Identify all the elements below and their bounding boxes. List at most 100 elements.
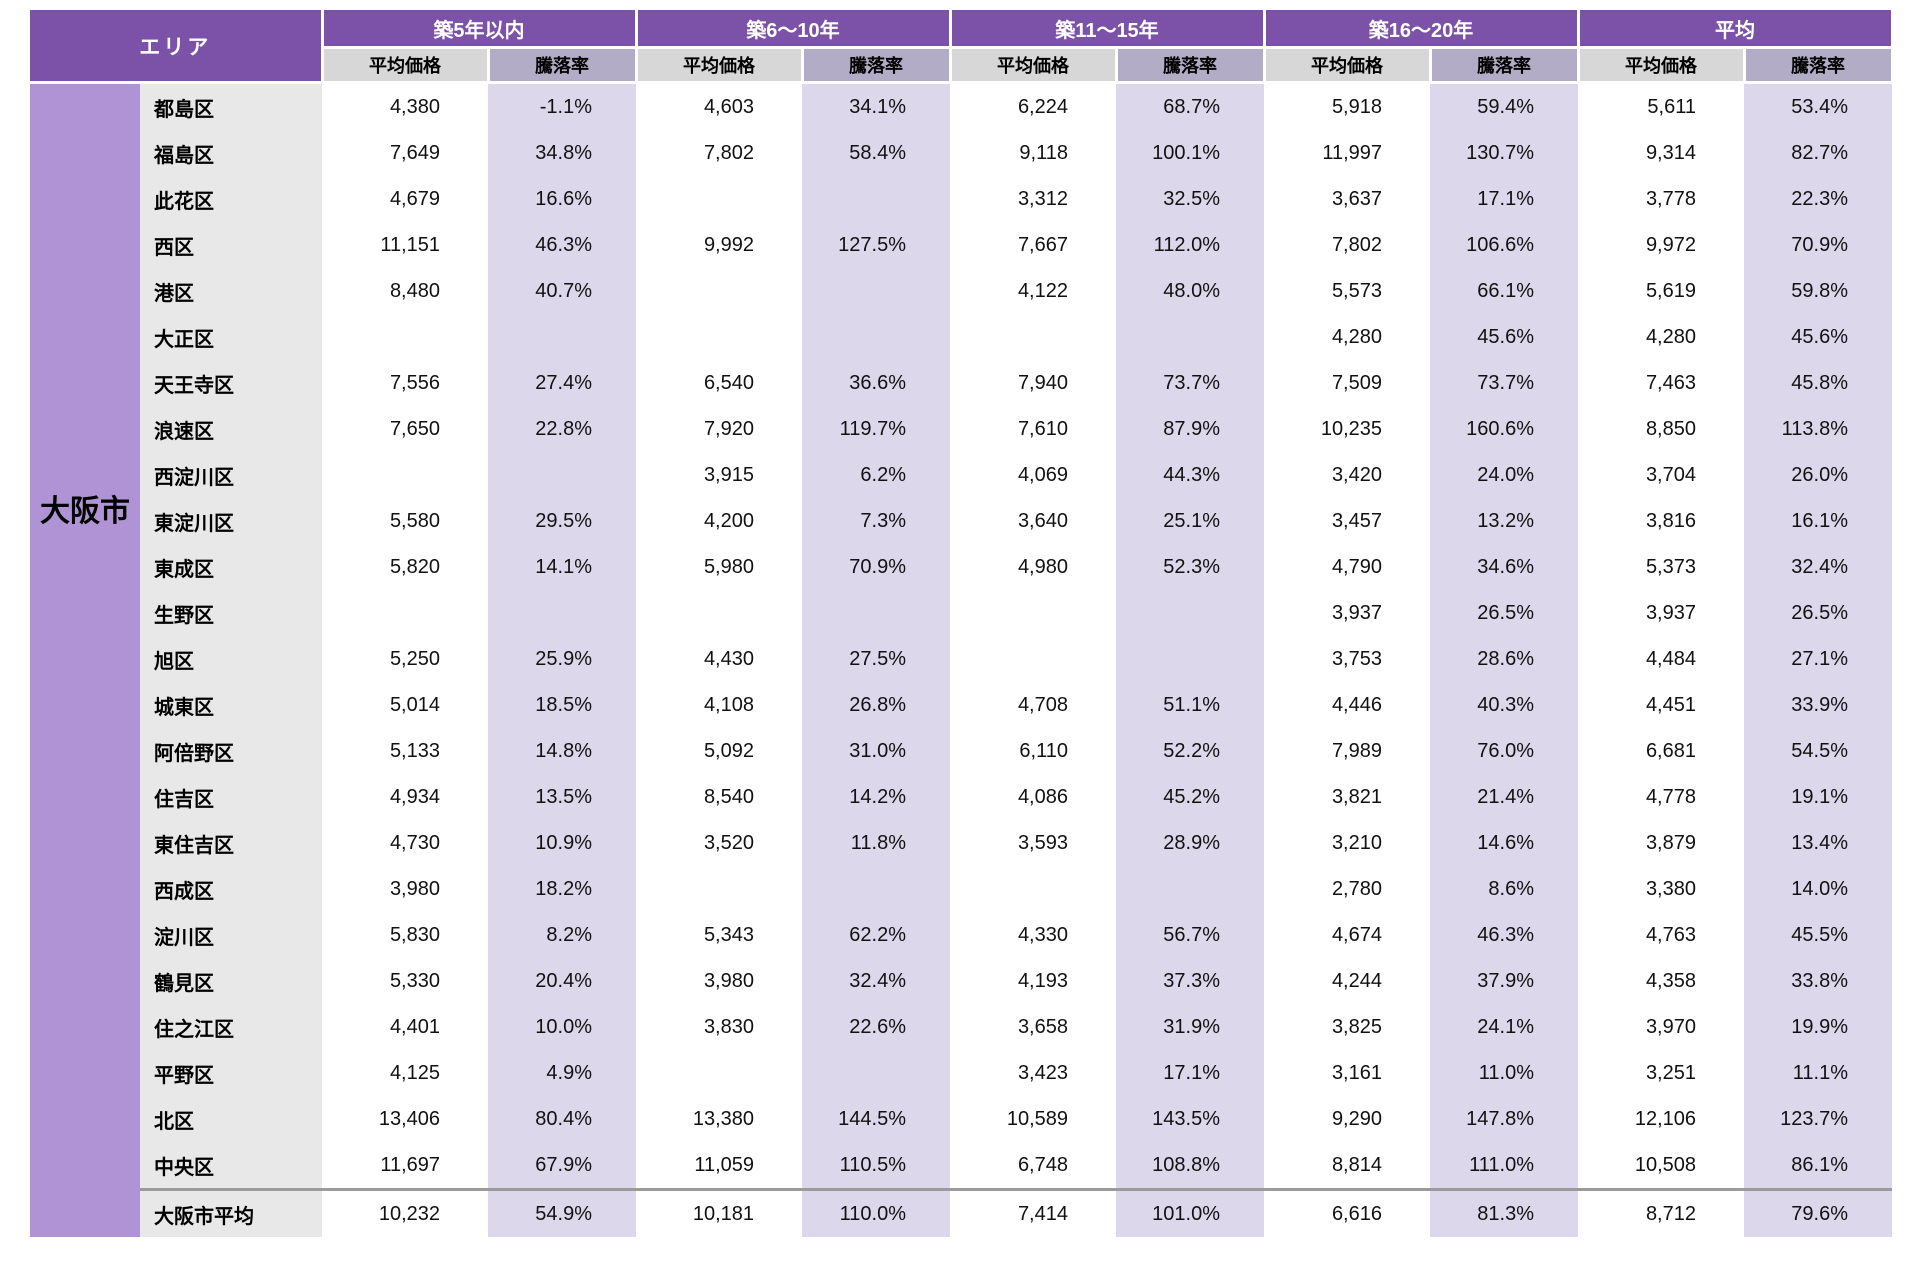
rate-cell: 48.0% xyxy=(1116,268,1264,314)
rate-cell: 34.6% xyxy=(1430,544,1578,590)
price-cell: 3,821 xyxy=(1264,774,1430,820)
price-cell: 4,244 xyxy=(1264,958,1430,1004)
price-cell: 4,484 xyxy=(1578,636,1744,682)
price-cell: 6,540 xyxy=(636,360,802,406)
rate-cell: 46.3% xyxy=(488,222,636,268)
price-cell: 4,778 xyxy=(1578,774,1744,820)
table-row: 港区 8,480 40.7% 4,122 48.0% 5,573 66.1% 5,619 59.… xyxy=(30,268,1892,314)
price-cell: 4,401 xyxy=(322,1004,488,1050)
table-row: 住之江区 4,401 10.0% 3,830 22.6% 3,658 31.9% 3,825 2… xyxy=(30,1004,1892,1050)
price-cell: 9,290 xyxy=(1264,1096,1430,1142)
rate-cell: 127.5% xyxy=(802,222,950,268)
table-row: 鶴見区 5,330 20.4% 3,980 32.4% 4,193 37.3% 4,244 37… xyxy=(30,958,1892,1004)
price-cell: 3,161 xyxy=(1264,1050,1430,1096)
rate-cell: 86.1% xyxy=(1744,1142,1892,1190)
price-table-area: エリア 築5年以内 築6〜10年 築11〜15年 築16〜20年 平均 平均価格… xyxy=(30,10,1894,1237)
subheader-rate-1: 騰落率 xyxy=(802,47,952,84)
rate-cell xyxy=(802,176,950,222)
summary-row: 大阪市平均 10,232 54.9% 10,181 110.0% 7,414 101.0% 6… xyxy=(30,1188,1892,1237)
table-row: 住吉区 4,934 13.5% 8,540 14.2% 4,086 45.2% 3,821 21… xyxy=(30,774,1892,820)
rate-cell: 40.3% xyxy=(1430,682,1578,728)
price-cell: 7,610 xyxy=(950,406,1116,452)
price-cell: 4,674 xyxy=(1264,912,1430,958)
rate-cell: 29.5% xyxy=(488,498,636,544)
price-cell xyxy=(322,452,488,498)
price-cell: 7,414 xyxy=(950,1188,1116,1237)
rate-cell: 59.8% xyxy=(1744,268,1892,314)
price-cell: 5,980 xyxy=(636,544,802,590)
price-cell xyxy=(636,176,802,222)
price-cell: 11,997 xyxy=(1264,130,1430,176)
rate-cell: 21.4% xyxy=(1430,774,1578,820)
rate-cell: 26.5% xyxy=(1744,590,1892,636)
rate-cell: 4.9% xyxy=(488,1050,636,1096)
rate-cell: 62.2% xyxy=(802,912,950,958)
rate-cell: 28.9% xyxy=(1116,820,1264,866)
rate-cell: 16.1% xyxy=(1744,498,1892,544)
rate-cell: 45.5% xyxy=(1744,912,1892,958)
price-cell xyxy=(636,268,802,314)
ward-label: 港区 xyxy=(140,268,322,314)
rate-cell: 25.9% xyxy=(488,636,636,682)
price-cell: 4,280 xyxy=(1578,314,1744,360)
table-row: 東成区 5,820 14.1% 5,980 70.9% 4,980 52.3% 4,790 34… xyxy=(30,544,1892,590)
price-cell: 4,108 xyxy=(636,682,802,728)
rate-cell: 26.5% xyxy=(1430,590,1578,636)
ward-label: 淀川区 xyxy=(140,912,322,958)
ward-label: 中央区 xyxy=(140,1142,322,1190)
price-cell: 4,430 xyxy=(636,636,802,682)
rate-cell: 106.6% xyxy=(1430,222,1578,268)
rate-cell: 160.6% xyxy=(1430,406,1578,452)
price-cell: 7,920 xyxy=(636,406,802,452)
ward-label: 西淀川区 xyxy=(140,452,322,498)
price-cell: 4,679 xyxy=(322,176,488,222)
price-cell: 3,753 xyxy=(1264,636,1430,682)
table-row: 此花区 4,679 16.6% 3,312 32.5% 3,637 17.1% 3,778 22… xyxy=(30,176,1892,222)
ward-label: 阿倍野区 xyxy=(140,728,322,774)
rate-cell: 101.0% xyxy=(1116,1188,1264,1237)
ward-label: 此花区 xyxy=(140,176,322,222)
rate-cell: 10.0% xyxy=(488,1004,636,1050)
subheader-price-3: 平均価格 xyxy=(1264,47,1432,84)
price-cell: 4,934 xyxy=(322,774,488,820)
ward-label: 福島区 xyxy=(140,130,322,176)
price-cell xyxy=(950,314,1116,360)
rate-cell: 110.0% xyxy=(802,1188,950,1237)
ward-label: 鶴見区 xyxy=(140,958,322,1004)
price-cell: 4,446 xyxy=(1264,682,1430,728)
rate-cell: 33.8% xyxy=(1744,958,1892,1004)
price-cell: 7,649 xyxy=(322,130,488,176)
price-cell: 5,619 xyxy=(1578,268,1744,314)
price-cell: 5,250 xyxy=(322,636,488,682)
ward-label: 都島区 xyxy=(140,82,322,130)
table-row: 福島区 7,649 34.8% 7,802 58.4% 9,118 100.1% 11,997… xyxy=(30,130,1892,176)
price-cell: 13,380 xyxy=(636,1096,802,1142)
table-row: 西区 11,151 46.3% 9,992 127.5% 7,667 112.0% 7,802… xyxy=(30,222,1892,268)
price-cell: 4,280 xyxy=(1264,314,1430,360)
price-cell: 9,314 xyxy=(1578,130,1744,176)
price-cell: 3,830 xyxy=(636,1004,802,1050)
price-cell: 3,816 xyxy=(1578,498,1744,544)
rate-cell: 37.9% xyxy=(1430,958,1578,1004)
rate-cell: 31.9% xyxy=(1116,1004,1264,1050)
rate-cell: 44.3% xyxy=(1116,452,1264,498)
price-cell: 5,611 xyxy=(1578,82,1744,130)
price-cell: 3,380 xyxy=(1578,866,1744,912)
price-cell: 3,658 xyxy=(950,1004,1116,1050)
rate-cell: 108.8% xyxy=(1116,1142,1264,1190)
table-row: 大正区 4,280 45.6% 4,280 45.6% xyxy=(30,314,1892,360)
ward-label: 城東区 xyxy=(140,682,322,728)
price-cell: 8,480 xyxy=(322,268,488,314)
rate-cell: 14.6% xyxy=(1430,820,1578,866)
rate-cell: 18.5% xyxy=(488,682,636,728)
ward-label: 生野区 xyxy=(140,590,322,636)
price-cell: 11,151 xyxy=(322,222,488,268)
rate-cell: 67.9% xyxy=(488,1142,636,1190)
price-cell: 7,509 xyxy=(1264,360,1430,406)
rate-cell: 13.5% xyxy=(488,774,636,820)
band-header-average: 平均 xyxy=(1578,10,1894,49)
rate-cell xyxy=(1116,866,1264,912)
rate-cell: 20.4% xyxy=(488,958,636,1004)
rate-cell: 25.1% xyxy=(1116,498,1264,544)
rate-cell: 87.9% xyxy=(1116,406,1264,452)
